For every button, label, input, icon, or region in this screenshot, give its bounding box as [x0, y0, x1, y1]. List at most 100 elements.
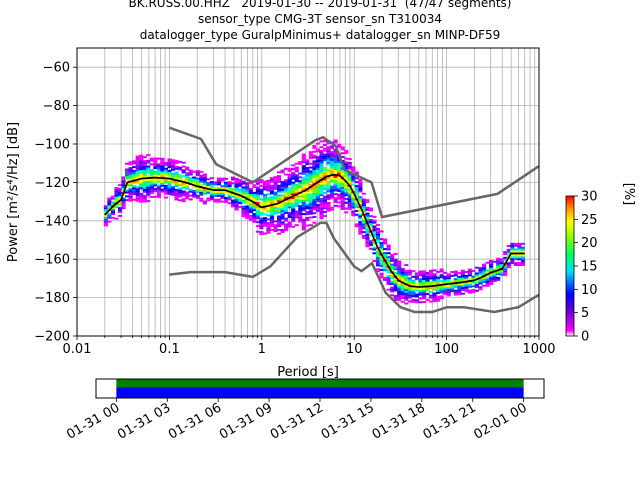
- histogram-cell: [142, 188, 147, 191]
- histogram-cell: [139, 183, 144, 186]
- histogram-cell: [379, 261, 384, 264]
- histogram-cell: [474, 283, 480, 286]
- histogram-cell: [160, 179, 165, 182]
- histogram-cell: [390, 253, 395, 256]
- histogram-cell: [432, 269, 437, 272]
- histogram-cell: [365, 208, 370, 211]
- histogram-cell: [372, 233, 377, 236]
- histogram-cell: [358, 180, 363, 183]
- histogram-cell: [425, 289, 430, 292]
- histogram-cell: [163, 188, 169, 191]
- histogram-cell: [185, 187, 190, 190]
- histogram-cell: [432, 288, 437, 291]
- histogram-cell: [298, 184, 303, 187]
- histogram-cell: [383, 253, 388, 256]
- histogram-cell: [170, 163, 176, 166]
- histogram-cell: [284, 167, 289, 170]
- histogram-cell: [340, 186, 345, 189]
- histogram-cell: [499, 266, 504, 269]
- histogram-cell: [301, 222, 306, 225]
- histogram-cell: [223, 177, 229, 180]
- histogram-cell: [443, 279, 448, 282]
- histogram-cell: [174, 181, 179, 184]
- histogram-cell: [252, 195, 257, 198]
- histogram-cell: [506, 264, 511, 267]
- histogram-cell: [372, 260, 377, 263]
- histogram-cell: [178, 195, 183, 198]
- histogram-cell: [298, 193, 303, 196]
- histogram-cell: [142, 194, 147, 197]
- histogram-cell: [312, 173, 317, 176]
- histogram-cell: [287, 215, 292, 218]
- histogram-cell: [305, 161, 310, 164]
- histogram-cell: [266, 208, 271, 211]
- histogram-cell: [273, 228, 278, 231]
- histogram-cell: [478, 267, 483, 270]
- histogram-cell: [259, 221, 264, 224]
- histogram-cell: [163, 171, 169, 174]
- histogram-cell: [142, 181, 147, 184]
- histogram-cell: [132, 177, 137, 180]
- histogram-cell: [255, 211, 260, 214]
- histogram-cell: [439, 270, 444, 273]
- histogram-cell: [117, 214, 123, 217]
- histogram-cell: [354, 225, 359, 228]
- histogram-cell: [481, 280, 487, 283]
- histogram-cell: [301, 207, 306, 210]
- histogram-cell: [330, 162, 335, 165]
- histogram-cell: [259, 225, 264, 228]
- histogram-cell: [393, 268, 398, 271]
- histogram-cell: [379, 265, 384, 268]
- histogram-cell: [372, 227, 377, 230]
- histogram-cell: [135, 172, 140, 175]
- histogram-cell: [128, 163, 133, 166]
- histogram-cell: [305, 218, 310, 221]
- histogram-cell: [266, 223, 271, 226]
- histogram-cell: [142, 160, 147, 163]
- histogram-cell: [262, 186, 267, 189]
- histogram-cell: [163, 186, 169, 189]
- histogram-cell: [375, 224, 381, 227]
- histogram-cell: [337, 193, 342, 196]
- histogram-cell: [216, 177, 222, 180]
- histogram-cell: [506, 254, 511, 257]
- histogram-cell: [333, 172, 338, 175]
- histogram-cell: [280, 215, 285, 218]
- histogram-cell: [110, 209, 116, 212]
- histogram-cell: [298, 189, 303, 192]
- histogram-cell: [443, 285, 448, 288]
- histogram-cell: [340, 152, 345, 155]
- histogram-cell: [167, 173, 172, 176]
- histogram-cell: [202, 192, 207, 195]
- histogram-cell: [199, 199, 204, 202]
- histogram-cell: [358, 232, 363, 235]
- histogram-cell: [252, 203, 257, 206]
- histogram-cell: [453, 278, 458, 281]
- histogram-cell: [308, 183, 313, 186]
- timeline-tick-label: 01-31 09: [217, 400, 275, 442]
- histogram-cell: [358, 230, 363, 233]
- histogram-cell: [308, 187, 313, 190]
- histogram-cell: [139, 196, 144, 199]
- histogram-cell: [347, 200, 352, 203]
- histogram-cell: [337, 180, 342, 183]
- histogram-cell: [262, 196, 267, 199]
- histogram-cell: [170, 182, 176, 185]
- histogram-cell: [153, 172, 158, 175]
- histogram-cell: [294, 197, 299, 200]
- histogram-cell: [234, 197, 239, 200]
- histogram-cell: [326, 153, 331, 156]
- histogram-cell: [156, 178, 161, 181]
- histogram-cell: [379, 255, 384, 258]
- histogram-cell: [227, 202, 232, 205]
- histogram-cell: [146, 175, 151, 178]
- histogram-cell: [361, 206, 366, 209]
- histogram-cell: [379, 245, 384, 248]
- histogram-cell: [181, 192, 186, 195]
- histogram-cell: [330, 168, 335, 171]
- histogram-cell: [291, 191, 296, 194]
- histogram-cell: [301, 220, 306, 223]
- histogram-cell: [375, 229, 381, 232]
- histogram-cell: [344, 182, 349, 185]
- histogram-cell: [280, 221, 285, 224]
